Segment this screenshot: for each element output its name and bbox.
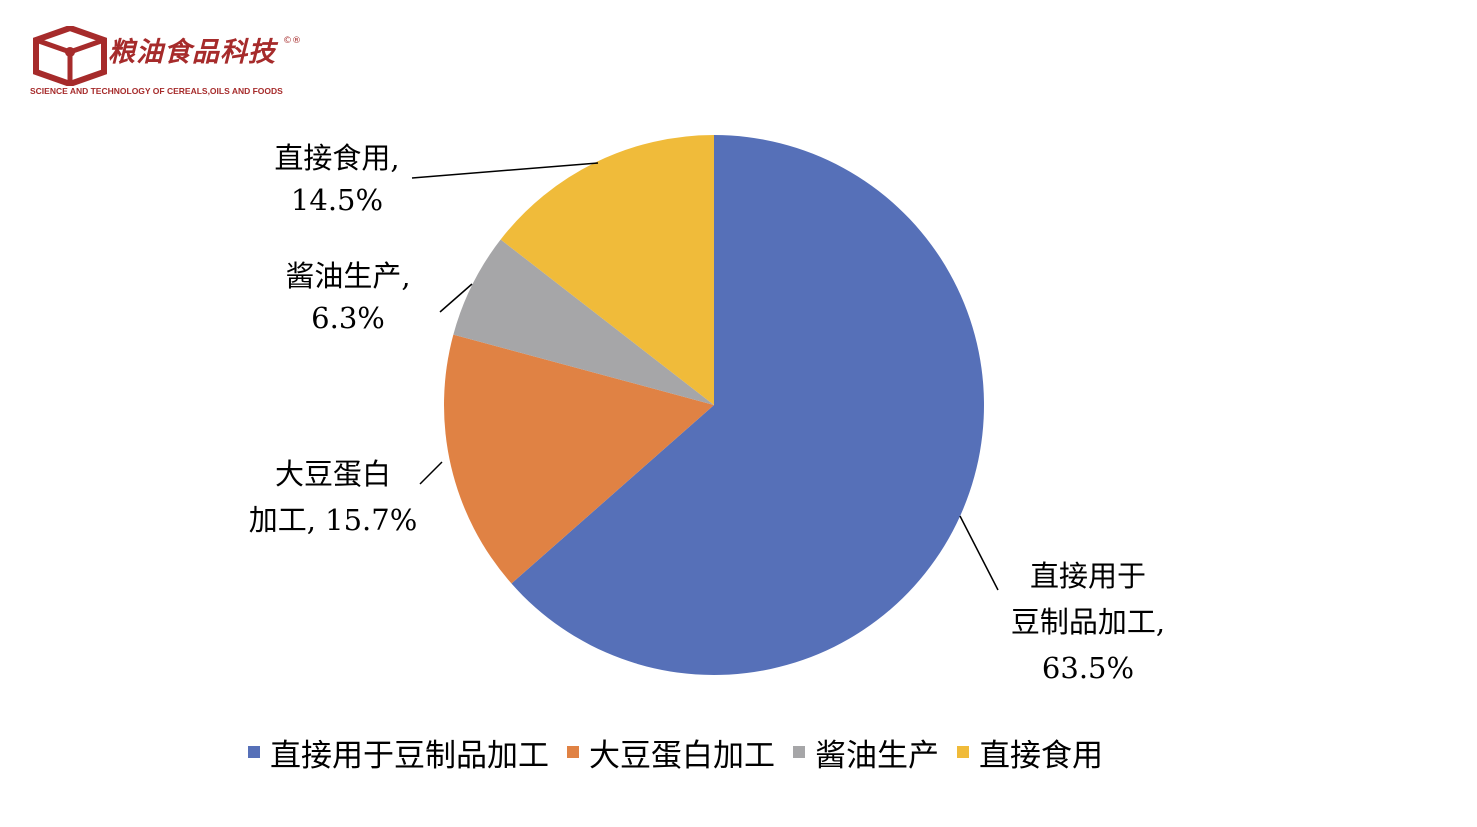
slice-label-1-line-1: 直接用于: [1030, 559, 1146, 593]
logo-title: 粮油食品科技: [108, 37, 276, 68]
leader-line-4: [411, 162, 599, 179]
legend-label-2: 大豆蛋白加工: [589, 737, 775, 774]
legend-item-4: 直接食用: [957, 730, 1103, 775]
leader-lines: [411, 162, 999, 591]
slice-label-2: 大豆蛋白加工, 15.7%: [249, 457, 418, 537]
pie-slice-3: [453, 239, 714, 405]
legend-label-1: 直接用于豆制品加工: [270, 737, 549, 774]
legend-label-3: 酱油生产: [815, 737, 939, 774]
pie-slice-4: [500, 135, 714, 405]
legend-label-4: 直接食用: [979, 737, 1103, 774]
journal-logo: [30, 24, 330, 104]
logo-cube-icon: [33, 24, 107, 88]
pie-slices: [444, 135, 984, 675]
legend-swatch-3: [793, 746, 805, 758]
legend-swatch-4: [957, 746, 969, 758]
slice-label-4-line-2: 14.5%: [291, 183, 383, 217]
slice-label-1: 直接用于豆制品加工, 63.5%: [1011, 559, 1165, 685]
leader-line-3: [439, 283, 473, 313]
leader-line-2: [419, 461, 443, 485]
legend-item-3: 酱油生产: [793, 730, 939, 775]
logo-trademark: ©®: [283, 36, 301, 46]
slice-label-1-line-3: 63.5%: [1042, 651, 1134, 685]
legend-item-2: 大豆蛋白加工: [567, 730, 775, 775]
pie-slice-2: [444, 334, 714, 584]
legend-swatch-2: [567, 746, 579, 758]
legend-item-1: 直接用于豆制品加工: [248, 730, 549, 775]
slice-label-4-line-1: 直接食用,: [274, 141, 399, 175]
slice-label-4: 直接食用, 14.5%: [274, 141, 399, 217]
slice-labels: 直接用于豆制品加工, 63.5% 大豆蛋白加工, 15.7% 酱油生产, 6.3% 直接食…: [249, 141, 1165, 685]
slice-label-3: 酱油生产, 6.3%: [285, 259, 410, 335]
slice-label-3-line-2: 6.3%: [311, 301, 385, 335]
slice-label-1-line-2: 豆制品加工,: [1011, 605, 1165, 639]
slice-label-3-line-1: 酱油生产,: [285, 259, 410, 293]
pie-slice-1: [511, 135, 984, 675]
logo-subtitle: SCIENCE AND TECHNOLOGY OF CEREALS,OILS A…: [30, 86, 283, 96]
slice-label-2-line-1: 大豆蛋白: [275, 457, 391, 491]
legend-swatch-1: [248, 746, 260, 758]
leader-line-1: [959, 515, 999, 591]
chart-legend: 直接用于豆制品加工 大豆蛋白加工 酱油生产 直接食用: [248, 728, 1121, 776]
slice-label-2-line-2: 加工, 15.7%: [249, 503, 418, 537]
